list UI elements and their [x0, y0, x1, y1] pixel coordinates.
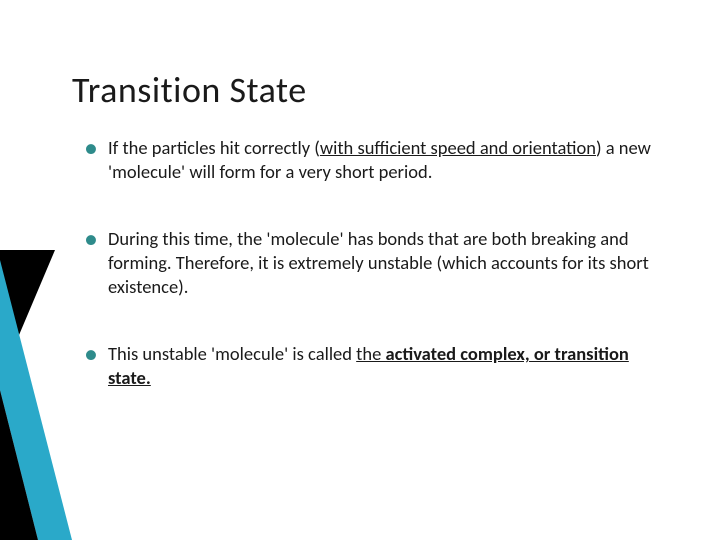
accent-teal-shape: [0, 260, 72, 540]
slide-title: Transition State: [72, 68, 660, 112]
bullet-item: If the particles hit correctly (with suf…: [88, 136, 660, 183]
slide-content: Transition State If the particles hit co…: [72, 68, 660, 434]
accent-black-shape: [0, 250, 55, 380]
bullet-text-segment: During this time, the 'molecule' has bon…: [108, 227, 649, 297]
bullet-text-segment: the: [356, 342, 385, 365]
bullet-text-segment: If the particles hit correctly (: [108, 136, 320, 159]
bullet-text-segment: with sufficient speed and orientation: [320, 136, 596, 159]
bullet-list: If the particles hit correctly (with suf…: [72, 136, 660, 390]
accent-black-bottom: [0, 390, 38, 540]
bullet-item: During this time, the 'molecule' has bon…: [88, 227, 660, 298]
bullet-item: This unstable 'molecule' is called the a…: [88, 342, 660, 389]
bullet-text-segment: This unstable 'molecule' is called: [108, 342, 356, 365]
